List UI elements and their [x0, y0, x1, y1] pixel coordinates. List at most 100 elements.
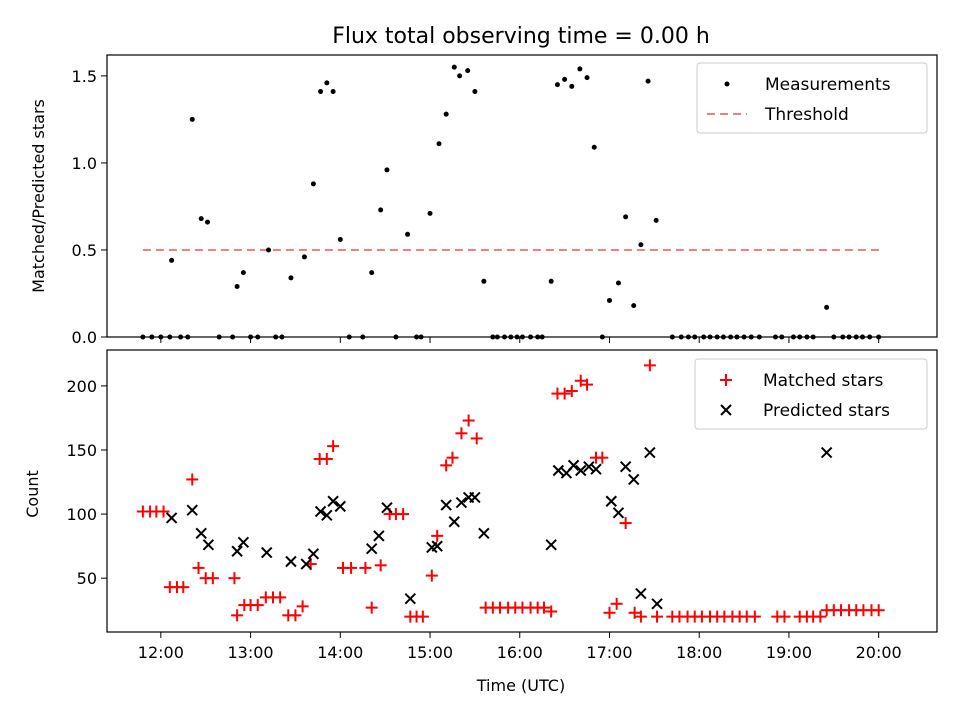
- matched-stars-point: [558, 387, 571, 400]
- predicted-stars-point: [545, 539, 557, 551]
- measurement-point: [288, 275, 294, 281]
- cross-b: [186, 504, 198, 516]
- predicted-stars-point: [237, 536, 250, 548]
- cross-b: [381, 501, 393, 514]
- cross-b: [478, 527, 490, 540]
- predicted-stars-point: [365, 542, 378, 555]
- x-tick-label: 16:00: [497, 643, 543, 662]
- bottom-legend: Matched stars Predicted stars: [694, 358, 928, 430]
- matched-stars-point: [296, 600, 309, 613]
- cross-b: [651, 598, 663, 610]
- predicted-stars-point: [261, 546, 273, 559]
- y-tick-label: 200: [66, 377, 97, 396]
- cross-b: [590, 463, 602, 475]
- measurement-point: [405, 231, 411, 237]
- measurement-point: [266, 247, 272, 253]
- matched-stars-point: [231, 609, 244, 622]
- cross-b: [605, 495, 617, 507]
- y-tick-label: 0.5: [72, 241, 97, 260]
- cross-b: [575, 464, 587, 477]
- predicted-stars-point: [644, 446, 656, 459]
- matched-stars-point: [345, 561, 358, 574]
- measurement-point: [324, 80, 330, 86]
- matched-stars-point: [327, 440, 340, 453]
- top-chart-title: Flux total observing time = 0.00 h: [332, 24, 710, 49]
- matched-stars-point: [446, 451, 459, 464]
- measurement-point: [638, 242, 644, 248]
- predicted-stars-point: [202, 539, 215, 551]
- matched-stars-point: [643, 359, 656, 372]
- matched-stars-point: [537, 601, 550, 614]
- predicted-stars-point: [455, 496, 468, 509]
- top-legend: Measurements Threshold: [696, 62, 928, 134]
- predicted-stars-point: [327, 495, 339, 507]
- measurement-point: [443, 111, 449, 117]
- measurement-point: [824, 304, 830, 310]
- bottom-legend-box: [694, 358, 928, 430]
- matched-stars-point: [431, 529, 444, 542]
- matched-stars-point: [359, 561, 372, 574]
- measurement-point: [584, 75, 590, 81]
- cross-b: [612, 507, 625, 519]
- cross-b: [635, 587, 647, 600]
- matched-stars-point: [634, 610, 647, 623]
- predicted-stars-point: [440, 499, 452, 511]
- matched-stars-point: [814, 610, 827, 623]
- top-axis-ticks: 0.0 0.5 1.0 1.5: [72, 67, 880, 347]
- matched-stars-point: [610, 597, 623, 610]
- bottom-plot-area: [136, 359, 885, 623]
- bottom-axis-ticks: 50 100 150 200 12:00 13:00 14:00 15:00 16:00 17:0…: [66, 377, 901, 662]
- cross-b: [567, 459, 580, 472]
- matched-stars-point: [251, 599, 264, 612]
- predicted-stars-point: [478, 527, 490, 540]
- predicted-stars-point: [590, 463, 602, 475]
- predicted-stars-point: [575, 464, 587, 477]
- cross-b: [628, 473, 640, 486]
- measurement-point: [234, 284, 240, 290]
- cross-b: [237, 536, 250, 548]
- y-tick-label: 0.0: [72, 328, 97, 347]
- measurement-point: [378, 207, 384, 213]
- legend-threshold-label: Threshold: [764, 105, 849, 125]
- measurement-point: [569, 83, 575, 89]
- predicted-stars-point: [552, 464, 565, 477]
- predicted-stars-point: [231, 545, 243, 557]
- cross-b: [644, 446, 656, 459]
- matched-stars-point: [177, 581, 190, 594]
- predicted-stars-point: [820, 446, 833, 459]
- legend-matched-label: Matched stars: [763, 371, 883, 391]
- measurement-point: [615, 280, 621, 286]
- top-legend-box: [696, 62, 928, 134]
- measurement-point: [427, 210, 433, 216]
- predicted-stars-point: [605, 495, 617, 507]
- matched-stars-point: [274, 591, 287, 604]
- top-axes-frame: [106, 54, 938, 338]
- predicted-stars-point: [651, 598, 663, 610]
- matched-stars-point: [157, 505, 170, 518]
- cross-b: [820, 446, 833, 459]
- matched-stars-point: [289, 609, 302, 622]
- matched-stars-point: [365, 601, 378, 614]
- predicted-stars-point: [165, 512, 178, 524]
- y-tick-label: 50: [77, 569, 97, 588]
- measurement-point: [369, 270, 375, 276]
- cross-b: [545, 539, 557, 551]
- predicted-stars-point: [186, 504, 198, 516]
- measurement-point: [330, 89, 336, 95]
- cross-b: [202, 539, 215, 551]
- matched-stars-point: [581, 378, 594, 391]
- matched-stars-point: [545, 605, 558, 618]
- cross-b: [327, 495, 339, 507]
- measurement-point: [577, 66, 583, 72]
- measurement-point: [465, 68, 471, 74]
- measurement-point: [310, 181, 316, 187]
- predicted-stars-point: [448, 516, 460, 528]
- cross-b: [314, 505, 327, 518]
- predicted-stars-point: [321, 509, 333, 522]
- x-tick-label: 12:00: [138, 643, 184, 662]
- predicted-stars-point: [373, 530, 385, 542]
- matched-stars-point: [192, 561, 205, 574]
- cross-b: [619, 460, 632, 473]
- cross-b: [334, 500, 347, 513]
- predicted-stars-point: [334, 500, 347, 513]
